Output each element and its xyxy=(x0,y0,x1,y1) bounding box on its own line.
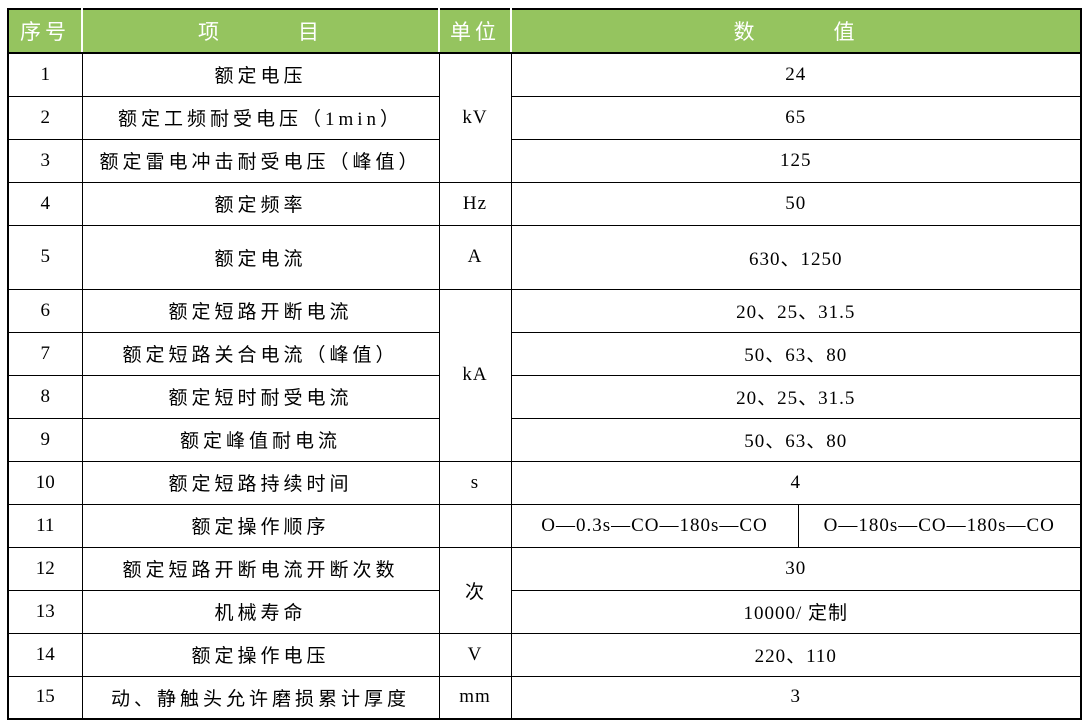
spec-table: 序号 项 目 单位 数 值 1 额定电压 kV 24 2 额定工频耐受电压（1m… xyxy=(7,8,1082,720)
cell-unit-times: 次 xyxy=(438,546,512,634)
header-row: 序号 项 目 单位 数 值 xyxy=(7,8,1082,54)
cell-value: 65 xyxy=(510,95,1082,140)
cell-item: 机械寿命 xyxy=(81,589,440,634)
cell-no: 15 xyxy=(7,675,83,720)
cell-item: 额定电压 xyxy=(81,52,440,97)
cell-value: 10000/ 定制 xyxy=(510,589,1082,634)
table-row: 12 额定短路开断电流开断次数 次 30 xyxy=(7,546,1082,634)
col-header-value: 数 值 xyxy=(510,8,1082,54)
cell-value-sequence-right: O—180s—CO—180s—CO xyxy=(797,503,1082,548)
table-row: 1 额定电压 kV 24 xyxy=(7,52,1082,183)
cell-item: 额定短路开断电流 xyxy=(81,288,440,333)
cell-value: 30 xyxy=(510,546,1082,591)
cell-no: 10 xyxy=(7,460,83,505)
cell-no: 8 xyxy=(7,374,83,419)
cell-value: 50、63、80 xyxy=(510,331,1082,376)
table-row: 4 额定频率 Hz 50 xyxy=(7,181,1082,226)
cell-unit-v: V xyxy=(438,632,512,677)
table-row: 15 动、静触头允许磨损累计厚度 mm 3 xyxy=(7,675,1082,720)
cell-no: 9 xyxy=(7,417,83,462)
cell-value: 50、63、80 xyxy=(510,417,1082,462)
cell-value: 630、1250 xyxy=(510,224,1082,290)
col-header-unit: 单位 xyxy=(438,8,512,54)
cell-unit-empty xyxy=(438,503,512,548)
table-row: 7 额定短路关合电流（峰值） 50、63、80 xyxy=(7,331,1082,376)
table-row: 14 额定操作电压 V 220、110 xyxy=(7,632,1082,677)
cell-no: 3 xyxy=(7,138,83,183)
cell-item: 额定雷电冲击耐受电压（峰值） xyxy=(81,138,440,183)
cell-item: 额定峰值耐电流 xyxy=(81,417,440,462)
cell-value: 125 xyxy=(510,138,1082,183)
cell-item: 额定操作顺序 xyxy=(81,503,440,548)
table-row: 3 额定雷电冲击耐受电压（峰值） 125 xyxy=(7,138,1082,183)
cell-unit-kv: kV xyxy=(438,52,512,183)
col-header-no: 序号 xyxy=(7,8,83,54)
table-row: 9 额定峰值耐电流 50、63、80 xyxy=(7,417,1082,462)
table-row: 8 额定短时耐受电流 20、25、31.5 xyxy=(7,374,1082,419)
cell-no: 11 xyxy=(7,503,83,548)
cell-value-sequence-left: O—0.3s—CO—180s—CO xyxy=(510,503,799,548)
cell-item: 额定短路持续时间 xyxy=(81,460,440,505)
cell-value: 20、25、31.5 xyxy=(510,288,1082,333)
cell-unit-ka: kA xyxy=(438,288,512,462)
col-header-item: 项 目 xyxy=(81,8,440,54)
cell-no: 14 xyxy=(7,632,83,677)
table-row: 2 额定工频耐受电压（1min） 65 xyxy=(7,95,1082,140)
cell-no: 13 xyxy=(7,589,83,634)
cell-item: 额定频率 xyxy=(81,181,440,226)
cell-value: 3 xyxy=(510,675,1082,720)
cell-value: 24 xyxy=(510,52,1082,97)
cell-no: 5 xyxy=(7,224,83,290)
cell-value: 50 xyxy=(510,181,1082,226)
cell-unit-s: s xyxy=(438,460,512,505)
cell-item: 动、静触头允许磨损累计厚度 xyxy=(81,675,440,720)
table-row: 10 额定短路持续时间 s 4 xyxy=(7,460,1082,505)
cell-value: 4 xyxy=(510,460,1082,505)
table-row: 6 额定短路开断电流 kA 20、25、31.5 xyxy=(7,288,1082,462)
table-row: 5 额定电流 A 630、1250 xyxy=(7,224,1082,290)
cell-unit-mm: mm xyxy=(438,675,512,720)
cell-unit-hz: Hz xyxy=(438,181,512,226)
cell-item: 额定短时耐受电流 xyxy=(81,374,440,419)
cell-no: 7 xyxy=(7,331,83,376)
cell-no: 2 xyxy=(7,95,83,140)
cell-unit-a: A xyxy=(438,224,512,290)
cell-item: 额定电流 xyxy=(81,224,440,290)
cell-no: 12 xyxy=(7,546,83,591)
cell-no: 4 xyxy=(7,181,83,226)
cell-value: 20、25、31.5 xyxy=(510,374,1082,419)
cell-value: 220、110 xyxy=(510,632,1082,677)
cell-no: 6 xyxy=(7,288,83,333)
cell-item: 额定短路开断电流开断次数 xyxy=(81,546,440,591)
cell-no: 1 xyxy=(7,52,83,97)
cell-item: 额定工频耐受电压（1min） xyxy=(81,95,440,140)
cell-item: 额定短路关合电流（峰值） xyxy=(81,331,440,376)
table-row: 11 额定操作顺序 O—0.3s—CO—180s—CO O—180s—CO—18… xyxy=(7,503,1082,548)
table-row: 13 机械寿命 10000/ 定制 xyxy=(7,589,1082,634)
cell-item: 额定操作电压 xyxy=(81,632,440,677)
